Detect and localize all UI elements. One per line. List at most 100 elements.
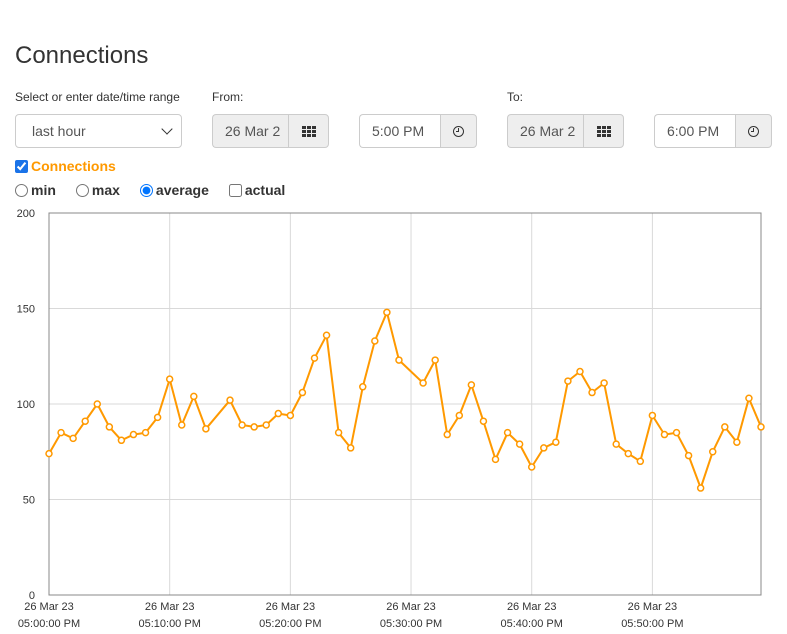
data-point bbox=[684, 451, 693, 460]
data-point bbox=[57, 428, 65, 437]
y-tick-label: 100 bbox=[17, 399, 35, 411]
mode-radio-max[interactable] bbox=[75, 183, 89, 197]
y-tick-label: 50 bbox=[23, 495, 35, 507]
data-point bbox=[45, 449, 53, 458]
from-label: From: bbox=[212, 90, 244, 104]
data-point bbox=[93, 400, 102, 408]
data-point bbox=[177, 421, 186, 429]
mode-label-average: average bbox=[155, 182, 209, 198]
to-time-input[interactable]: 6:00 PM bbox=[654, 114, 735, 148]
data-point bbox=[467, 381, 476, 389]
data-point bbox=[600, 379, 608, 387]
from-date-picker-button[interactable] bbox=[288, 114, 329, 148]
x-tick-time-label: 05:40:00 PM bbox=[501, 618, 563, 630]
data-point bbox=[733, 438, 741, 446]
calendar-grid-icon bbox=[301, 125, 316, 137]
from-time-input[interactable]: 5:00 PM bbox=[359, 114, 440, 148]
y-tick-label: 0 bbox=[29, 590, 35, 602]
mode-label-min: min bbox=[31, 182, 56, 198]
data-point bbox=[624, 449, 633, 458]
data-point bbox=[262, 421, 270, 429]
connections-checkbox[interactable] bbox=[15, 159, 28, 173]
from-time-group: 5:00 PM bbox=[359, 114, 477, 148]
data-point bbox=[540, 444, 548, 452]
data-point bbox=[588, 388, 596, 397]
connections-toggle: Connections bbox=[15, 158, 116, 174]
calendar-grid-icon bbox=[596, 125, 611, 137]
mode-option-min[interactable]: min bbox=[15, 182, 56, 198]
x-tick-date-label: 26 Mar 23 bbox=[628, 601, 678, 613]
data-point bbox=[153, 413, 162, 422]
x-tick-time-label: 05:30:00 PM bbox=[380, 618, 442, 630]
data-point bbox=[696, 484, 705, 492]
data-point bbox=[310, 354, 319, 362]
page-title: Connections bbox=[15, 42, 149, 69]
x-tick-time-label: 05:20:00 PM bbox=[259, 618, 321, 630]
data-point bbox=[274, 409, 283, 418]
from-date-input[interactable]: 26 Mar 2 bbox=[212, 114, 288, 148]
from-date-group: 26 Mar 2 bbox=[212, 114, 329, 148]
clock-icon bbox=[453, 125, 464, 137]
to-time-group: 6:00 PM bbox=[654, 114, 772, 148]
x-tick-date-label: 26 Mar 23 bbox=[24, 601, 74, 613]
data-point bbox=[359, 383, 367, 391]
data-point bbox=[165, 375, 174, 383]
data-point bbox=[141, 428, 150, 437]
data-point bbox=[334, 428, 343, 437]
range-select-value: last hour bbox=[32, 123, 86, 139]
data-point bbox=[81, 417, 89, 425]
data-point bbox=[202, 425, 210, 433]
data-point bbox=[648, 411, 657, 420]
data-point bbox=[395, 356, 403, 364]
data-point bbox=[298, 388, 307, 397]
data-point bbox=[721, 423, 729, 431]
data-point bbox=[552, 438, 560, 446]
data-point bbox=[383, 308, 391, 317]
data-point bbox=[371, 337, 379, 345]
data-point bbox=[745, 394, 753, 403]
connections-line-chart: 0 50 100 150 200 26 Mar 23 05:00:00 PM 26 Mar 2… bbox=[17, 208, 765, 630]
mode-label-max: max bbox=[91, 182, 120, 198]
data-point bbox=[564, 377, 572, 385]
data-point bbox=[757, 423, 765, 431]
mode-radio-min[interactable] bbox=[15, 183, 28, 197]
data-point bbox=[250, 423, 258, 431]
plot-border bbox=[48, 212, 762, 596]
y-tick-label: 150 bbox=[17, 304, 35, 316]
mode-label-actual: actual bbox=[244, 182, 286, 198]
mode-option-actual[interactable]: actual bbox=[228, 182, 286, 198]
to-date-input[interactable]: 26 Mar 2 bbox=[507, 114, 583, 148]
data-point bbox=[515, 440, 524, 448]
data-point bbox=[491, 455, 500, 464]
x-tick-date-label: 26 Mar 23 bbox=[266, 601, 316, 613]
x-tick-time-label: 05:10:00 PM bbox=[138, 618, 200, 630]
data-point bbox=[431, 356, 439, 364]
data-point bbox=[612, 440, 620, 448]
mode-radio-average[interactable] bbox=[139, 183, 153, 197]
mode-option-max[interactable]: max bbox=[75, 182, 120, 198]
x-tick-date-label: 26 Mar 23 bbox=[145, 601, 195, 613]
to-date-picker-button[interactable] bbox=[583, 114, 624, 148]
data-point bbox=[660, 430, 669, 439]
data-point bbox=[226, 396, 234, 404]
data-point bbox=[708, 448, 717, 456]
data-point bbox=[190, 392, 198, 401]
data-point bbox=[105, 423, 114, 431]
data-point bbox=[443, 430, 451, 439]
aggregation-mode-group: min max average actual bbox=[15, 182, 285, 198]
data-point bbox=[672, 428, 681, 437]
x-tick-time-label: 05:00:00 PM bbox=[18, 618, 80, 630]
x-tick-time-label: 05:50:00 PM bbox=[621, 618, 683, 630]
to-time-picker-button[interactable] bbox=[735, 114, 772, 148]
mode-option-average[interactable]: average bbox=[139, 182, 209, 198]
to-date-group: 26 Mar 2 bbox=[507, 114, 624, 148]
data-point bbox=[129, 430, 138, 439]
range-label: Select or enter date/time range bbox=[15, 90, 180, 104]
x-tick-date-label: 26 Mar 23 bbox=[507, 601, 557, 613]
range-select[interactable]: last hour bbox=[15, 114, 182, 148]
from-time-picker-button[interactable] bbox=[440, 114, 477, 148]
mode-checkbox-actual[interactable] bbox=[228, 183, 242, 197]
data-point bbox=[117, 436, 126, 445]
data-point bbox=[576, 367, 584, 376]
y-tick-label: 200 bbox=[17, 208, 35, 220]
